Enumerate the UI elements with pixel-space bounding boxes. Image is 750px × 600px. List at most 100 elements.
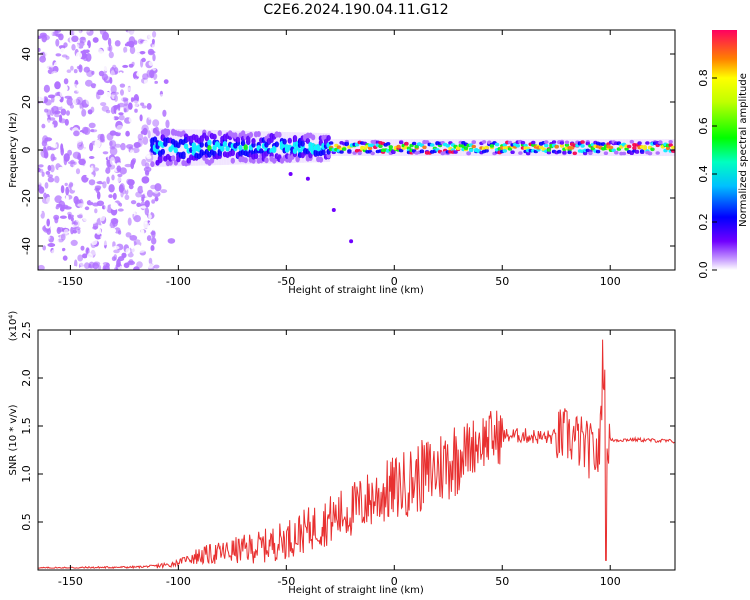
heatmap-cell	[439, 139, 442, 156]
y-tick-label: 2.5	[20, 321, 33, 339]
heatmap-cell	[150, 161, 155, 168]
heatmap-cell	[100, 59, 105, 68]
heatmap-cell	[573, 139, 577, 156]
heatmap-cell	[71, 44, 76, 51]
heatmap-cell	[108, 194, 113, 199]
heatmap-cell	[319, 133, 323, 163]
heatmap-cell	[361, 139, 364, 156]
heatmap-cell	[187, 129, 191, 166]
heatmap-cell	[123, 108, 127, 113]
heatmap-cell	[453, 150, 458, 154]
heatmap-cell	[537, 139, 540, 156]
heatmap-cell	[559, 144, 565, 148]
heatmap-cell	[87, 267, 95, 270]
heatmap-cell	[546, 150, 552, 155]
heatmap-cell	[41, 171, 45, 177]
heatmap-cell	[154, 128, 157, 167]
heatmap-cell	[493, 139, 496, 156]
heatmap-cell	[171, 155, 176, 162]
heatmap-cell	[444, 139, 447, 156]
y-tick-label: 20	[20, 95, 33, 109]
heatmap-cell	[168, 182, 175, 189]
heatmap-cell	[392, 139, 395, 156]
heatmap-cell	[602, 139, 605, 156]
heatmap-cell	[179, 129, 183, 167]
heatmap-cell	[306, 132, 310, 163]
heatmap-cell	[595, 149, 601, 154]
heatmap-cell	[110, 70, 115, 77]
heatmap-cell	[60, 185, 65, 194]
heatmap-cell	[463, 146, 469, 150]
x-tick-label: 50	[495, 575, 509, 588]
heatmap-cell	[38, 94, 45, 104]
heatmap-cell	[70, 216, 74, 222]
heatmap-cell	[656, 139, 660, 156]
heatmap-cell	[66, 69, 72, 73]
heatmap-cell	[79, 36, 87, 44]
heatmap-cell	[55, 46, 60, 50]
heatmap-cell	[253, 153, 259, 160]
heatmap-cell	[43, 84, 51, 93]
heatmap-cell	[158, 157, 163, 164]
heatmap-cell	[230, 157, 235, 164]
heatmap-cell	[149, 77, 155, 86]
heatmap-cell	[352, 151, 357, 155]
heatmap-cell	[396, 144, 401, 149]
heatmap-cell	[370, 151, 375, 156]
heatmap-cell	[402, 139, 406, 156]
heatmap-cell	[129, 46, 136, 55]
heatmap-cell	[397, 139, 401, 156]
heatmap-cell	[213, 130, 217, 166]
heatmap-cell	[265, 131, 268, 164]
x-tick-label: 100	[600, 575, 621, 588]
heatmap-cell	[125, 232, 132, 238]
heatmap-cell	[163, 79, 169, 84]
heatmap-cell	[588, 151, 593, 156]
heatmap-cell	[369, 139, 372, 156]
heatmap-cell	[38, 90, 45, 94]
heatmap-cell	[140, 130, 147, 135]
heatmap-cell	[136, 158, 140, 166]
heatmap-cell	[584, 139, 587, 156]
heatmap-cell	[208, 129, 211, 166]
heatmap-cell	[669, 139, 673, 156]
heatmap-cell	[668, 140, 673, 144]
heatmap-cell	[331, 208, 336, 212]
heatmap-cell	[69, 73, 77, 78]
heatmap-cell	[84, 150, 89, 156]
heatmap-cell	[133, 215, 141, 223]
heatmap-cell	[128, 116, 135, 124]
heatmap-cell	[164, 128, 167, 167]
heatmap-cell	[82, 136, 88, 145]
heatmap-cell	[120, 89, 124, 96]
heatmap-cell	[127, 30, 135, 37]
heatmap-cell	[114, 267, 119, 270]
heatmap-cell	[119, 31, 123, 36]
heatmap-cell	[167, 169, 173, 175]
heatmap-cell	[469, 148, 474, 153]
heatmap-cell	[38, 210, 43, 215]
heatmap-cell	[671, 145, 675, 150]
heatmap-cell	[454, 139, 458, 156]
heatmap-cell	[65, 186, 70, 196]
heatmap-cell	[420, 139, 424, 156]
heatmap-cell	[446, 139, 450, 156]
heatmap-cell	[168, 244, 176, 250]
heatmap-cell	[86, 256, 92, 262]
heatmap-cell	[100, 239, 109, 246]
heatmap-cell	[120, 142, 126, 151]
heatmap-cell	[204, 135, 210, 142]
heatmap-cell	[75, 168, 81, 175]
heatmap-cell	[256, 131, 261, 137]
colorbar-gradient	[712, 30, 737, 270]
heatmap-cell	[391, 150, 396, 154]
heatmap-cell	[165, 129, 171, 136]
heatmap-cell	[68, 181, 74, 188]
heatmap-cell	[255, 131, 258, 165]
heatmap-cell	[109, 140, 113, 146]
heatmap-cell	[73, 83, 78, 91]
heatmap-cell	[436, 139, 439, 156]
heatmap-cell	[314, 132, 318, 163]
heatmap-cell	[404, 141, 409, 146]
heatmap-cell	[56, 102, 63, 108]
